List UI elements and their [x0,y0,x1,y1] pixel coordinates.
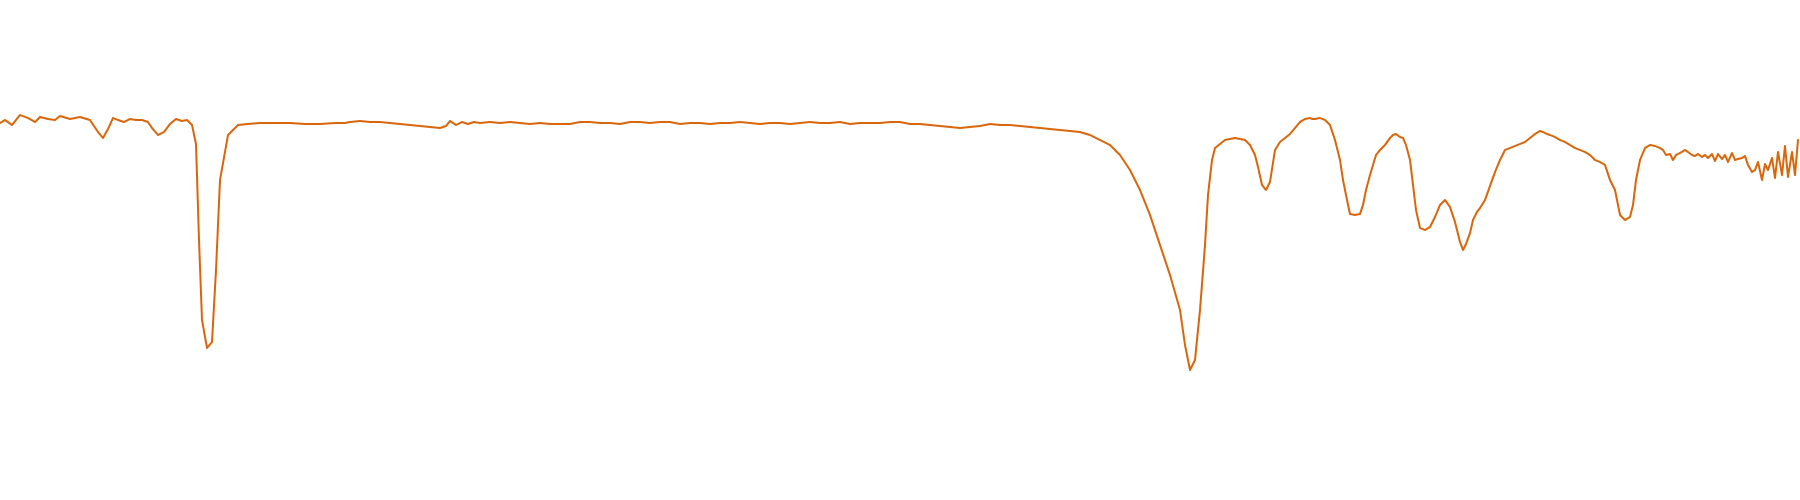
series-line-1 [0,114,1799,371]
